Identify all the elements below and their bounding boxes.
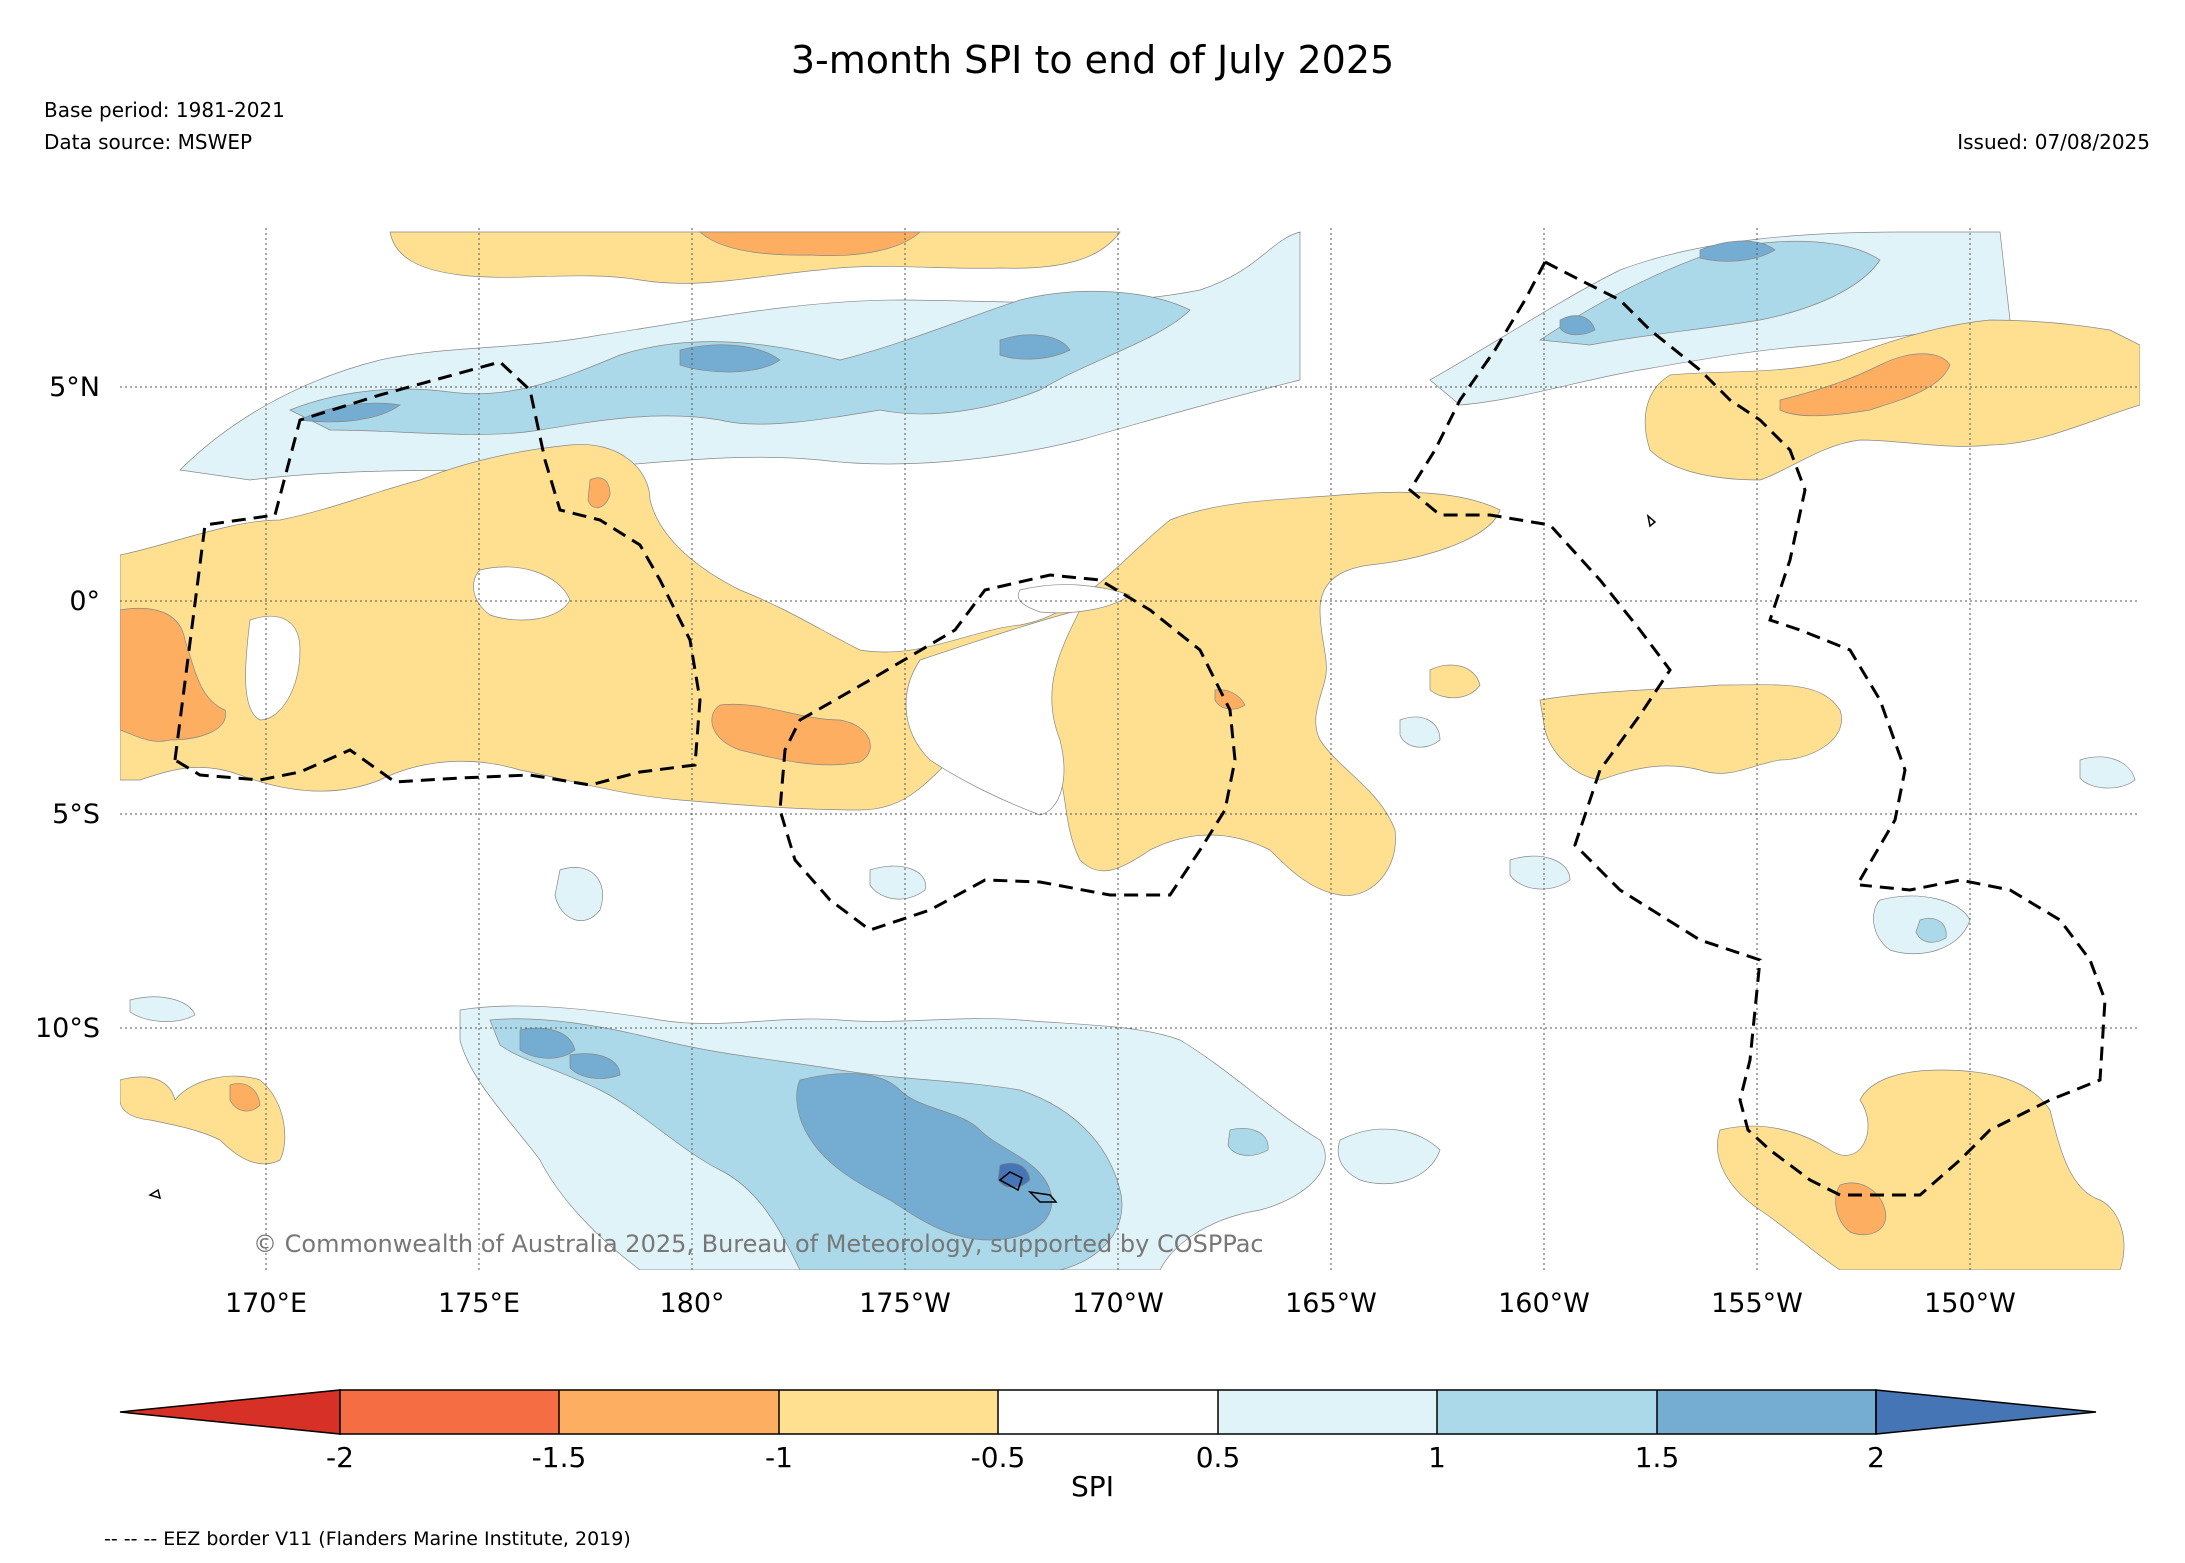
dry-region-northeast-inner (1779, 353, 1951, 417)
eez-borders (173, 260, 2107, 1197)
lat-label: 0° (69, 586, 100, 617)
dry-core-small-a (587, 477, 1246, 710)
lon-label: 175°W (859, 1288, 951, 1319)
issued-date-text: Issued: 07/08/2025 (1957, 130, 2150, 154)
islands (148, 514, 1657, 1203)
colorbar-segment-6 (1437, 1390, 1657, 1434)
lon-label: 150°W (1924, 1288, 2016, 1319)
colorbar-tick: -0.5 (971, 1441, 1026, 1474)
colorbar: -2 -1.5 -1 -0.5 0.5 1 1.5 2 (119, 1389, 2097, 1474)
colorbar-tick: 2 (1867, 1441, 1885, 1474)
colorbar-tick: -1.5 (532, 1441, 587, 1474)
colorbar-title: SPI (1071, 1470, 1114, 1503)
normal-hole-4 (1017, 584, 1131, 614)
colorbar-tick: -2 (326, 1441, 354, 1474)
colorbar-segment-4 (998, 1390, 1218, 1434)
lon-label: 160°W (1498, 1288, 1590, 1319)
data-source-text: Data source: MSWEP (44, 130, 253, 154)
lat-label: 10°S (35, 1013, 100, 1044)
colorbar-segment-3 (779, 1390, 998, 1434)
dry-region-central (120, 444, 1501, 896)
lon-label: 175°E (438, 1288, 520, 1319)
wet-core-north (298, 334, 1071, 423)
lon-label: 180° (659, 1288, 724, 1319)
colorbar-tick: 0.5 (1196, 1441, 1241, 1474)
colorbar-tick: 1.5 (1635, 1441, 1680, 1474)
map-title: 3-month SPI to end of July 2025 (790, 38, 1395, 82)
dry-region-east (1539, 684, 1842, 781)
colorbar-segment-7 (1657, 1390, 1876, 1434)
wet-core-south (796, 1073, 1053, 1241)
lon-label: 165°W (1285, 1288, 1377, 1319)
normal-hole-2 (473, 566, 571, 621)
dry-region-north-top (389, 231, 1121, 284)
colorbar-segment-1 (340, 1390, 559, 1434)
dry-region-southwest (120, 1075, 286, 1165)
lon-label: 170°W (1072, 1288, 1164, 1319)
colorbar-segment-above-2 (1875, 1389, 2097, 1435)
colorbar-segment-below-minus-2 (119, 1389, 341, 1435)
colorbar-tick: 1 (1428, 1441, 1446, 1474)
graticule (120, 228, 2140, 1270)
lon-label: 155°W (1711, 1288, 1803, 1319)
lon-label: 170°E (225, 1288, 307, 1319)
colorbar-outline (339, 1389, 1877, 1435)
colorbar-segment-2 (559, 1390, 779, 1434)
dry-region-central-west (120, 607, 226, 742)
wet-peak-south (997, 1162, 1031, 1188)
lat-label: 5°N (49, 372, 100, 403)
base-period-text: Base period: 1981-2021 (44, 98, 285, 122)
colorbar-tick: -1 (765, 1441, 793, 1474)
spi-shading (120, 231, 2140, 1270)
dry-region-north-top-inner (699, 231, 921, 256)
wet-core-northeast (1559, 240, 1776, 336)
wet-patch-scattered (129, 716, 2136, 1185)
normal-hole-3 (905, 609, 1081, 816)
wet-region-northeast-inner (1538, 240, 1881, 346)
wet-patch-east-mid (1227, 918, 1947, 1156)
dry-region-southwest-inner (229, 1083, 261, 1112)
lat-label: 5°S (52, 799, 100, 830)
dry-region-east-small (1429, 664, 1481, 698)
eez-legend-note: -- -- -- EEZ border V11 (Flanders Marine… (104, 1528, 631, 1550)
dry-region-southeast (1717, 1069, 2125, 1270)
normal-hole-1 (245, 616, 301, 721)
copyright-notice: © Commonwealth of Australia 2025, Bureau… (253, 1230, 1264, 1258)
colorbar-segment-5 (1218, 1390, 1437, 1434)
